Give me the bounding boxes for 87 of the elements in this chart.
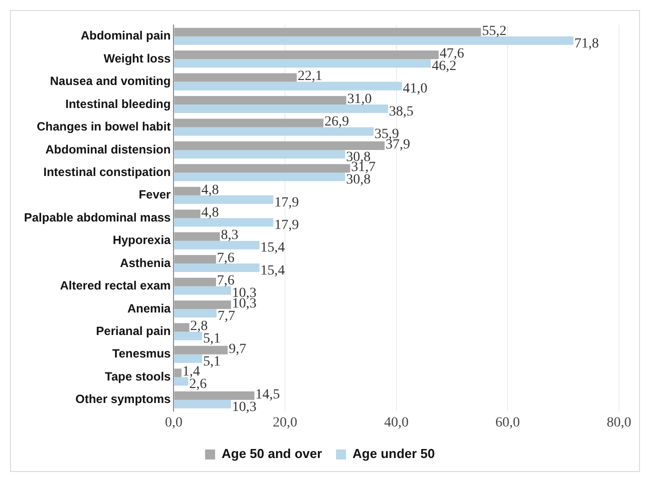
y-tick-label: Abdominal distension [45,142,171,156]
data-label: 8,3 [220,228,238,244]
y-tick-label: Hyporexia [112,233,172,248]
y-tick-label: Perianal pain [96,324,171,338]
bar [174,332,202,340]
data-label: 10,3 [232,400,257,415]
data-label: 9,7 [228,342,246,357]
y-tick-label: Weight loss [104,51,172,66]
data-label: 47,6 [440,46,464,62]
bar [174,264,260,272]
data-label: 14,5 [255,387,280,402]
bar [174,50,439,60]
bar [174,354,202,363]
y-tick-label: Other symptoms [75,392,172,406]
data-label: 15,4 [260,240,285,256]
data-label: 1,4 [182,364,200,380]
bar [174,255,216,264]
y-tick-label: Altered rectal exam [60,278,171,293]
legend-label: Age 50 and over [222,446,322,462]
y-tick-label: Palpable abdominal mass [24,210,172,224]
data-label: 30,8 [346,172,371,188]
data-label: 31,7 [351,160,376,176]
x-tick-label: 40,0 [384,415,409,430]
bar [174,300,232,309]
data-label: 31,0 [347,92,372,107]
y-tick-label: Intestinal bleeding [65,96,171,111]
bar [174,96,346,105]
data-label: 38,5 [389,104,414,120]
x-tick-label: 20,0 [272,415,298,430]
bar [174,323,190,332]
data-label: 2,8 [190,319,208,334]
bar [174,232,220,241]
y-tick-label: Intestinal constipation [43,164,171,179]
bar [174,164,350,173]
bar [174,278,216,286]
y-tick-label: Anemia [127,301,172,316]
y-tick-label: Changes in bowel habit [36,120,171,134]
y-tick-label: Asthenia [120,256,172,270]
data-label: 55,2 [482,24,506,39]
bar [174,391,254,400]
x-tick-label: 0,0 [164,415,182,430]
bar [174,286,232,295]
data-label: 71,8 [574,36,599,52]
data-label: 7,6 [217,250,235,266]
y-tick-label: Fever [138,188,172,202]
bar [174,36,574,45]
data-label: 4,8 [201,182,219,198]
bar [174,368,182,378]
x-tick-label: 60,0 [495,415,520,430]
data-label: 5,1 [203,354,221,370]
data-label: 26,9 [324,114,349,130]
bar [174,240,260,250]
bar [174,186,200,196]
bar [174,73,297,82]
bar [174,104,388,114]
data-label: 41,0 [402,82,428,97]
legend-label: Age under 50 [352,446,435,462]
data-label: 17,9 [274,218,299,234]
data-label: 15,4 [260,263,285,278]
y-tick-label: Nausea and vomiting [50,74,171,88]
bar [174,118,324,128]
data-label: 7,7 [218,308,236,324]
data-label: 22,1 [298,69,322,84]
bar [174,195,274,204]
x-tick-label: 80,0 [606,415,632,430]
data-label: 2,6 [189,377,207,392]
bar [174,308,217,318]
bar [174,172,346,182]
bar [174,127,374,136]
y-tick-label: Abdominal pain [80,28,171,43]
data-label: 4,8 [201,206,219,221]
bar [174,59,431,68]
bar [174,28,481,36]
bar [174,210,200,218]
y-tick-label: Tenesmus [112,346,172,361]
y-tick-label: Tape stools [104,369,172,384]
bar [174,150,346,158]
bar [174,400,232,408]
bar [174,377,188,386]
data-label: 17,9 [274,195,299,210]
data-label: 7,6 [217,274,235,289]
data-label: 46,2 [432,59,456,74]
bar [174,82,402,90]
bar [174,218,274,227]
bar [174,346,228,354]
bar [174,141,385,150]
data-label: 5,1 [203,332,221,347]
